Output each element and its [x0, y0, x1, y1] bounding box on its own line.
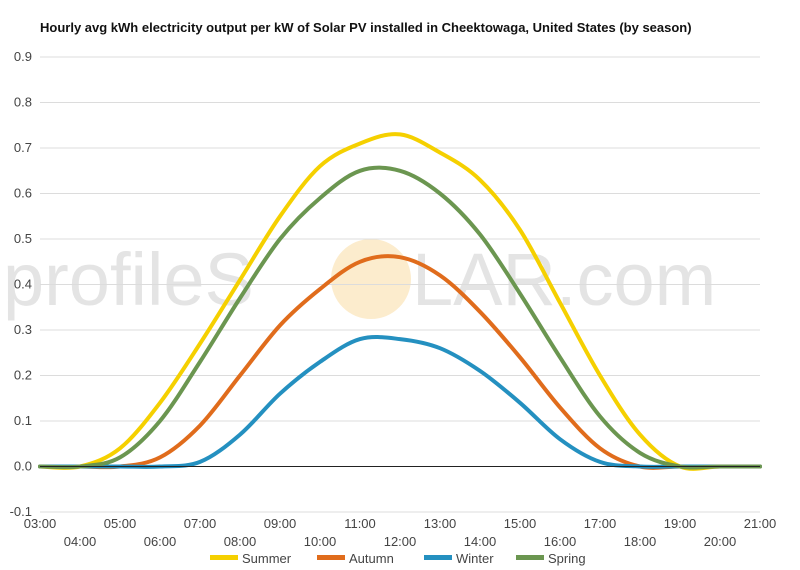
x-tick-label: 13:00 — [424, 516, 457, 531]
y-tick-label: 0.2 — [14, 368, 32, 383]
y-tick-label: 0.5 — [14, 231, 32, 246]
x-tick-label: 11:00 — [344, 516, 376, 531]
y-tick-label: 0.7 — [14, 140, 32, 155]
x-tick-label: 21:00 — [744, 516, 777, 531]
x-tick-label: 12:00 — [384, 534, 417, 549]
y-tick-label: 0.6 — [14, 186, 32, 201]
legend-swatch-autumn — [317, 555, 345, 560]
x-tick-label: 14:00 — [464, 534, 497, 549]
legend: Summer Autumn Winter Spring — [210, 551, 586, 566]
watermark: profileS LAR.com — [3, 238, 716, 321]
watermark-text-left: profileS — [3, 238, 254, 321]
axes: -0.1 0.0 0.1 0.2 0.3 0.4 0.5 0.6 0.7 0.8 0.9 03:00 0… — [10, 49, 777, 549]
legend-label-summer: Summer — [242, 551, 292, 566]
x-tick-label: 17:00 — [584, 516, 617, 531]
x-tick-label: 18:00 — [624, 534, 657, 549]
x-tick-label: 03:00 — [24, 516, 57, 531]
x-tick-label: 15:00 — [504, 516, 537, 531]
grid — [40, 56, 760, 513]
y-tick-label: 0.8 — [14, 95, 32, 110]
y-tick-label: 0.3 — [14, 322, 32, 337]
legend-swatch-winter — [424, 555, 452, 560]
x-tick-label: 04:00 — [64, 534, 97, 549]
y-tick-label: -0.1 — [10, 504, 32, 519]
legend-label-spring: Spring — [548, 551, 586, 566]
x-tick-label: 09:00 — [264, 516, 297, 531]
x-tick-label: 05:00 — [104, 516, 137, 531]
x-tick-label: 20:00 — [704, 534, 737, 549]
x-tick-label: 19:00 — [664, 516, 697, 531]
watermark-sun — [331, 239, 411, 319]
x-tick-label: 08:00 — [224, 534, 257, 549]
legend-swatch-summer — [210, 555, 238, 560]
series-line-spring — [38, 165, 762, 470]
legend-label-winter: Winter — [456, 551, 494, 566]
x-tick-label: 10:00 — [304, 534, 337, 549]
x-tick-label: 16:00 — [544, 534, 577, 549]
chart-title: Hourly avg kWh electricity output per kW… — [40, 20, 692, 35]
x-tick-label: 06:00 — [144, 534, 177, 549]
legend-label-autumn: Autumn — [349, 551, 394, 566]
y-tick-label: 0.9 — [14, 49, 32, 64]
y-tick-label: 0.0 — [14, 459, 32, 474]
series-line-summer — [38, 132, 762, 471]
y-tick-label: 0.4 — [14, 277, 32, 292]
y-tick-label: 0.1 — [14, 413, 32, 428]
x-tick-label: 07:00 — [184, 516, 217, 531]
legend-swatch-spring — [516, 555, 544, 560]
